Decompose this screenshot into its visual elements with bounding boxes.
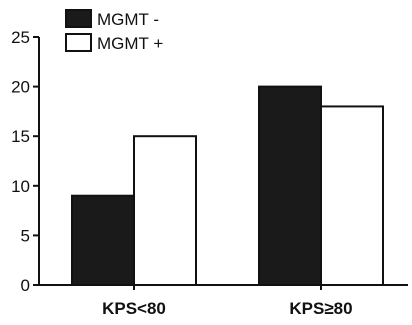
- bar-mgmt-neg-1: [258, 85, 322, 286]
- legend: MGMT - MGMT +: [65, 9, 163, 53]
- x-category-label: KPS<80: [102, 299, 166, 318]
- legend-label: MGMT -: [97, 10, 159, 29]
- y-tick-label: 15: [11, 127, 30, 146]
- y-tick-label: 0: [21, 276, 30, 295]
- bar-mgmt-neg-0: [71, 194, 135, 286]
- bar-mgmt-pos-1: [320, 105, 384, 286]
- bars-group: [71, 85, 384, 286]
- legend-swatch: [65, 9, 92, 28]
- bar-mgmt-pos-0: [133, 135, 197, 286]
- legend-label: MGMT +: [97, 34, 163, 53]
- y-tick-label: 10: [11, 177, 30, 196]
- legend-swatch: [65, 33, 92, 52]
- y-tick-label: 20: [11, 78, 30, 97]
- x-axis: KPS<80 KPS≥80: [39, 284, 408, 318]
- y-tick-label: 5: [21, 226, 30, 245]
- y-axis: 0 5 10 15 20 25: [11, 28, 40, 295]
- x-category-label: KPS≥80: [289, 299, 352, 318]
- y-tick-label: 25: [11, 28, 30, 47]
